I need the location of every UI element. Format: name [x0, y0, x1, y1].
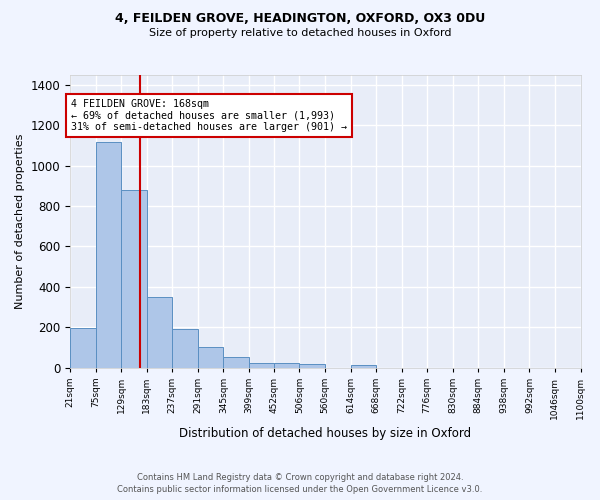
X-axis label: Distribution of detached houses by size in Oxford: Distribution of detached houses by size … — [179, 427, 472, 440]
Bar — [121, 190, 146, 368]
Y-axis label: Number of detached properties: Number of detached properties — [15, 134, 25, 309]
Bar — [95, 142, 121, 368]
Text: 4 FEILDEN GROVE: 168sqm
← 69% of detached houses are smaller (1,993)
31% of semi: 4 FEILDEN GROVE: 168sqm ← 69% of detache… — [71, 99, 347, 132]
Text: 4, FEILDEN GROVE, HEADINGTON, OXFORD, OX3 0DU: 4, FEILDEN GROVE, HEADINGTON, OXFORD, OX… — [115, 12, 485, 26]
Text: Size of property relative to detached houses in Oxford: Size of property relative to detached ho… — [149, 28, 451, 38]
Text: Contains HM Land Registry data © Crown copyright and database right 2024.: Contains HM Land Registry data © Crown c… — [137, 472, 463, 482]
Bar — [274, 363, 299, 368]
Bar — [350, 365, 376, 368]
Bar — [198, 348, 223, 368]
Bar — [223, 357, 249, 368]
Bar — [299, 364, 325, 368]
Bar — [172, 329, 198, 368]
Text: Contains public sector information licensed under the Open Government Licence v3: Contains public sector information licen… — [118, 485, 482, 494]
Bar — [70, 328, 95, 368]
Bar — [146, 297, 172, 368]
Bar — [249, 363, 274, 368]
